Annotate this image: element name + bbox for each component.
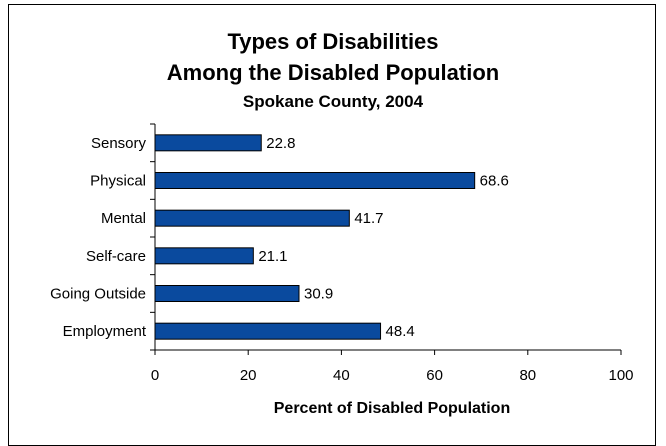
bar	[154, 134, 262, 152]
x-tick-label: 40	[333, 367, 350, 384]
category-label: Employment	[63, 323, 147, 340]
category-label: Mental	[101, 210, 146, 227]
bar	[154, 209, 350, 227]
bar	[154, 247, 254, 265]
plot-area: 0 20 40 60 80 100 Sensory 22.8 Physical 68.6 Menta…	[50, 123, 634, 384]
category-label: Self-care	[86, 248, 146, 265]
x-tick-label: 60	[426, 367, 443, 384]
x-axis-label: Percent of Disabled Population	[274, 400, 510, 417]
data-label: 48.4	[386, 323, 415, 340]
data-label: 68.6	[480, 173, 509, 190]
data-label: 21.1	[258, 248, 287, 265]
category-label: Sensory	[91, 135, 147, 152]
data-label: 41.7	[354, 210, 383, 227]
data-label: 22.8	[266, 135, 295, 152]
data-label: 30.9	[304, 286, 333, 303]
chart-title-line2: Among the Disabled Population	[167, 60, 499, 85]
category-label: Going Outside	[50, 286, 146, 303]
bar	[154, 322, 382, 340]
bar	[154, 285, 300, 302]
x-tick-label: 20	[240, 367, 257, 384]
x-tick-label: 100	[608, 367, 633, 384]
x-tick-label: 80	[519, 367, 536, 384]
x-tick-label: 0	[151, 367, 159, 384]
chart-subtitle: Spokane County, 2004	[243, 92, 424, 111]
bar	[154, 172, 476, 189]
chart-title: Types of Disabilities	[227, 29, 438, 54]
category-label: Physical	[90, 173, 146, 190]
bar-chart: Types of Disabilities Among the Disabled…	[50, 29, 634, 417]
